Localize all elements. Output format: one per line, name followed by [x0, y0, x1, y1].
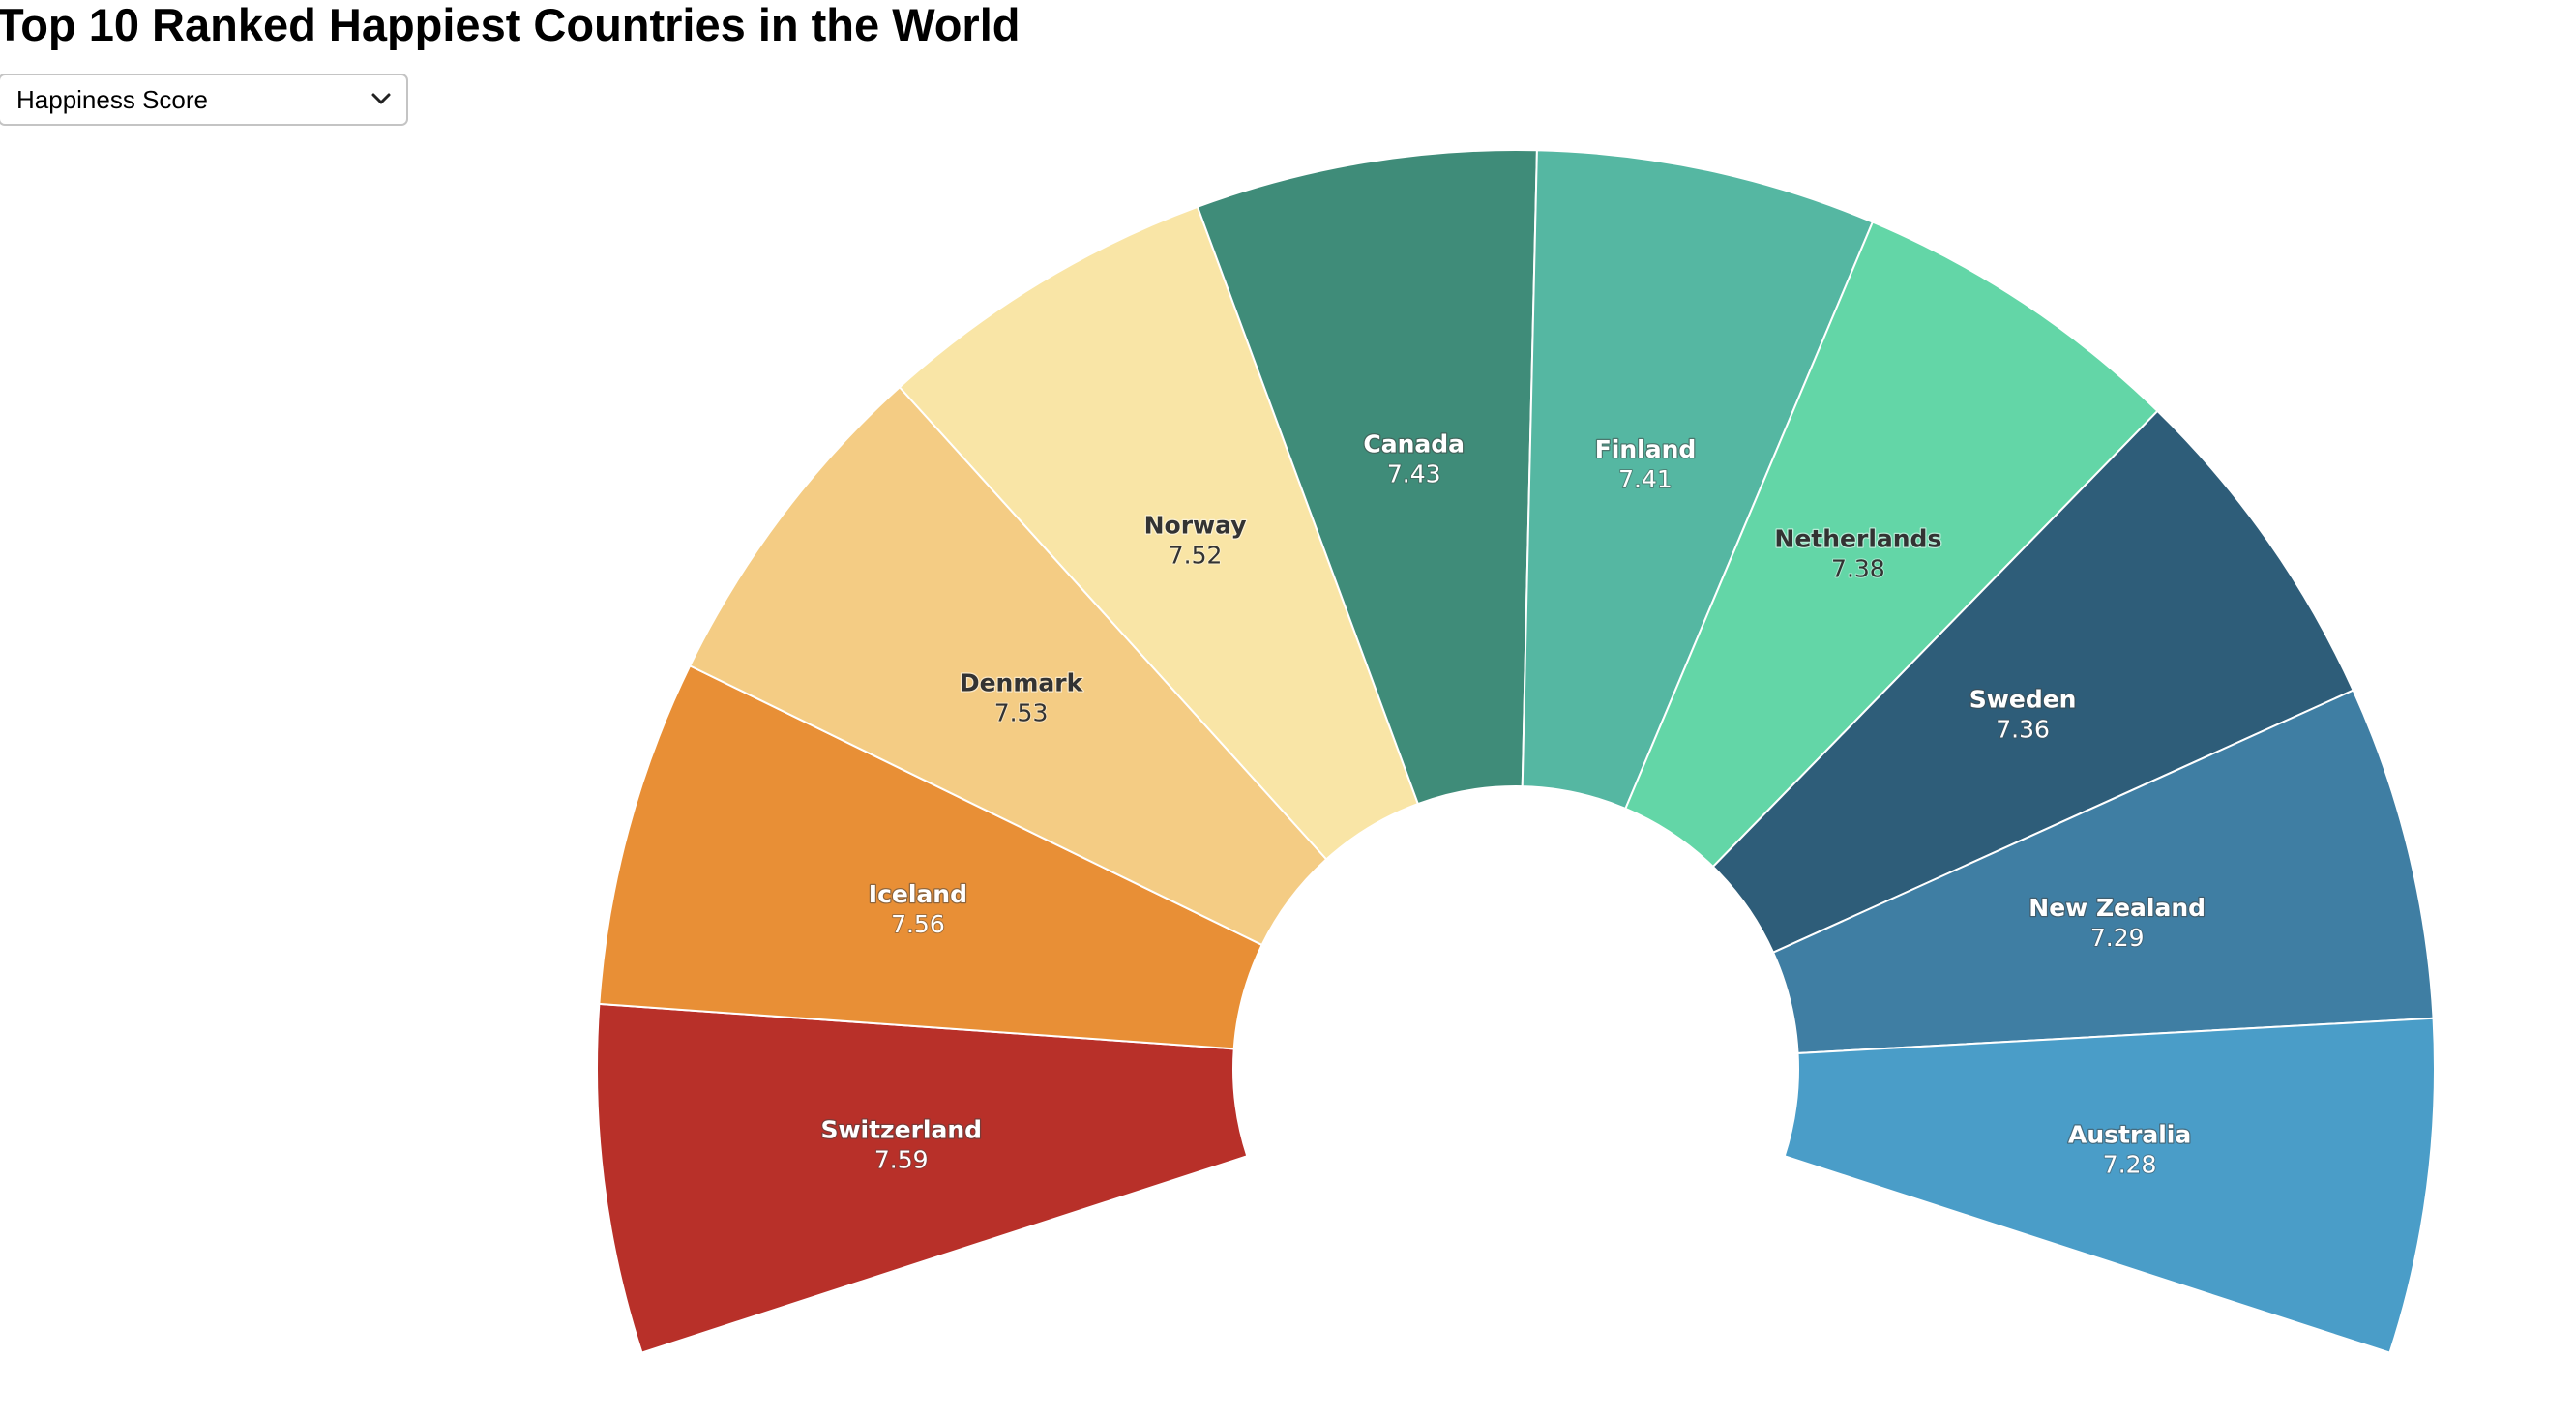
- slice-label-iceland: Iceland: [869, 880, 967, 908]
- slice-value-new-zealand: 7.29: [2090, 924, 2145, 952]
- slice-value-norway: 7.52: [1169, 541, 1223, 569]
- slice-label-finland: Finland: [1595, 435, 1697, 463]
- chevron-down-icon: [371, 93, 391, 104]
- slice-canada[interactable]: [1196, 149, 1538, 806]
- slice-value-netherlands: 7.38: [1831, 555, 1885, 583]
- slice-finland[interactable]: [1521, 149, 1875, 811]
- slice-value-denmark: 7.53: [994, 698, 1049, 726]
- slice-label-netherlands: Netherlands: [1774, 525, 1941, 553]
- slice-iceland[interactable]: [598, 664, 1263, 1050]
- slice-norway[interactable]: [898, 205, 1420, 861]
- page-title: Top 10 Ranked Happiest Countries in the …: [0, 0, 1021, 50]
- slice-switzerland[interactable]: [596, 1002, 1249, 1354]
- slice-netherlands[interactable]: [1624, 221, 2159, 869]
- slice-label-switzerland: Switzerland: [820, 1116, 982, 1144]
- slice-label-australia: Australia: [2068, 1121, 2191, 1149]
- metric-select-value: Happiness Score: [16, 85, 208, 114]
- slice-label-norway: Norway: [1144, 511, 1247, 539]
- metric-select[interactable]: Happiness Score: [0, 74, 408, 126]
- slice-label-sweden: Sweden: [1969, 686, 2077, 714]
- slice-label-denmark: Denmark: [960, 668, 1084, 696]
- slice-label-canada: Canada: [1363, 430, 1465, 458]
- slice-label-new-zealand: New Zealand: [2028, 894, 2206, 922]
- slice-denmark[interactable]: [688, 385, 1328, 947]
- slice-value-sweden: 7.36: [1996, 716, 2050, 744]
- slice-new-zealand[interactable]: [1771, 689, 2435, 1055]
- slice-value-canada: 7.43: [1387, 460, 1441, 488]
- slice-value-iceland: 7.56: [891, 910, 945, 938]
- slice-sweden[interactable]: [1711, 409, 2354, 955]
- slice-value-finland: 7.41: [1618, 465, 1673, 493]
- slice-australia[interactable]: [1783, 1017, 2436, 1354]
- slice-value-switzerland: 7.59: [874, 1146, 929, 1174]
- slice-value-australia: 7.28: [2103, 1151, 2157, 1179]
